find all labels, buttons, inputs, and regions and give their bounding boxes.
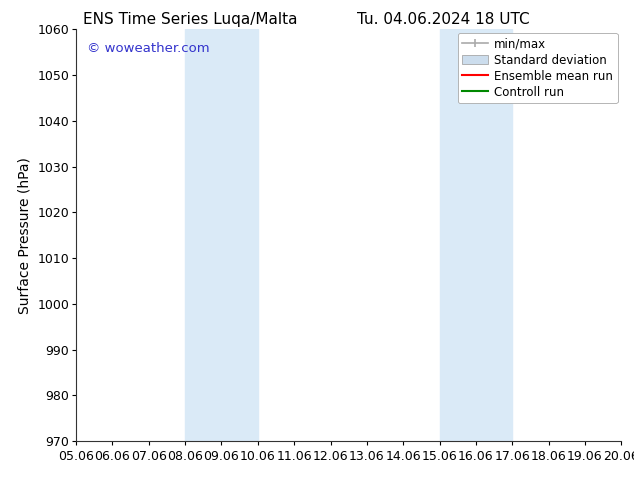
Text: © woweather.com: © woweather.com — [87, 42, 210, 55]
Y-axis label: Surface Pressure (hPa): Surface Pressure (hPa) — [18, 157, 32, 314]
Text: Tu. 04.06.2024 18 UTC: Tu. 04.06.2024 18 UTC — [358, 12, 530, 27]
Legend: min/max, Standard deviation, Ensemble mean run, Controll run: min/max, Standard deviation, Ensemble me… — [458, 33, 618, 103]
Bar — [185, 29, 258, 441]
Text: ENS Time Series Luqa/Malta: ENS Time Series Luqa/Malta — [83, 12, 297, 27]
Bar — [439, 29, 512, 441]
